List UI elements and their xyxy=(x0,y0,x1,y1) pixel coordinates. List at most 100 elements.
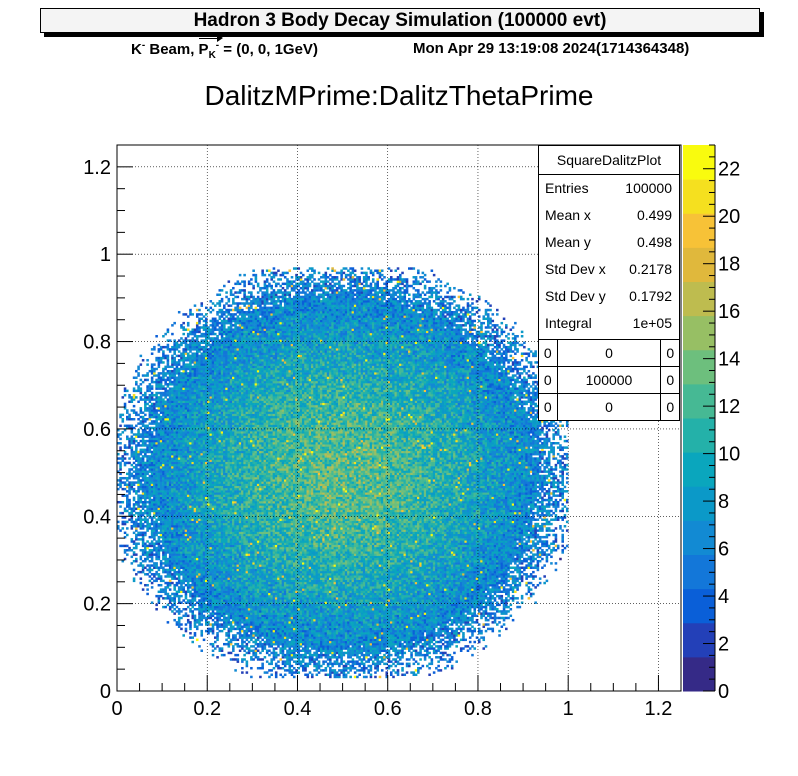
heatmap-cell xyxy=(207,335,210,337)
heatmap-cell xyxy=(171,381,174,383)
heatmap-cell xyxy=(223,352,226,354)
heatmap-cell xyxy=(122,527,125,529)
heatmap-cell xyxy=(140,396,143,398)
heatmap-cell xyxy=(162,374,165,376)
heatmap-cell xyxy=(185,377,188,379)
heatmap-cell xyxy=(212,429,215,431)
heatmap-cell xyxy=(158,494,161,496)
heatmap-cell xyxy=(131,556,134,558)
heatmap-cell xyxy=(131,527,134,529)
heatmap-cell xyxy=(203,510,206,512)
heatmap-cell xyxy=(160,377,163,379)
heatmap-cell xyxy=(187,322,190,324)
heatmap-cell xyxy=(212,377,215,379)
heatmap-cell xyxy=(219,617,222,619)
heatmap-cell xyxy=(164,422,167,424)
heatmap-cell xyxy=(187,580,190,582)
heatmap-cell xyxy=(124,446,127,448)
heatmap-cell xyxy=(212,632,215,634)
heatmap-cell xyxy=(149,418,152,420)
heatmap-cell xyxy=(173,405,176,407)
heatmap-cell xyxy=(221,593,224,595)
heatmap-cell xyxy=(207,435,210,437)
heatmap-cell xyxy=(162,479,165,481)
heatmap-cell xyxy=(216,470,219,472)
heatmap-cell xyxy=(223,361,226,363)
heatmap-cell xyxy=(144,444,147,446)
heatmap-cell xyxy=(189,363,192,365)
heatmap-cell xyxy=(216,571,219,573)
heatmap-cell xyxy=(169,553,172,555)
heatmap-cell xyxy=(162,529,165,531)
heatmap-cell xyxy=(210,562,213,564)
heatmap-cell xyxy=(158,575,161,577)
heatmap-cell xyxy=(182,477,185,479)
heatmap-cell xyxy=(182,355,185,357)
heatmap-cell xyxy=(221,333,224,335)
heatmap-cell xyxy=(194,586,197,588)
heatmap-cell xyxy=(196,593,199,595)
heatmap-cell xyxy=(142,359,145,361)
heatmap-cell xyxy=(198,486,201,488)
heatmap-cell xyxy=(173,562,176,564)
heatmap-cell xyxy=(207,604,210,606)
heatmap-cell xyxy=(182,494,185,496)
heatmap-cell xyxy=(171,431,174,433)
heatmap-cell xyxy=(214,584,217,586)
heatmap-cell xyxy=(173,542,176,544)
heatmap-cell xyxy=(203,414,206,416)
heatmap-cell xyxy=(214,508,217,510)
heatmap-cell xyxy=(207,558,210,560)
heatmap-cell xyxy=(191,551,194,553)
heatmap-cell xyxy=(158,455,161,457)
heatmap-cell xyxy=(173,560,176,562)
heatmap-cell xyxy=(167,488,170,490)
heatmap-cell xyxy=(216,606,219,608)
heatmap-cell xyxy=(162,553,165,555)
heatmap-cell xyxy=(228,516,231,518)
heatmap-cell xyxy=(178,492,181,494)
heatmap-cell xyxy=(158,372,161,374)
heatmap-cell xyxy=(182,377,185,379)
heatmap-cell xyxy=(203,435,206,437)
heatmap-cell xyxy=(167,475,170,477)
heatmap-cell xyxy=(219,575,222,577)
heatmap-cell xyxy=(185,449,188,451)
heatmap-cell xyxy=(198,414,201,416)
heatmap-cell xyxy=(203,586,206,588)
heatmap-cell xyxy=(151,444,154,446)
heatmap-cell xyxy=(191,562,194,564)
heatmap-cell xyxy=(194,597,197,599)
heatmap-cell xyxy=(203,564,206,566)
heatmap-cell xyxy=(189,346,192,348)
heatmap-cell xyxy=(200,523,203,525)
heatmap-cell xyxy=(212,470,215,472)
heatmap-cell xyxy=(171,355,174,357)
heatmap-cell xyxy=(164,453,167,455)
heatmap-cell xyxy=(167,411,170,413)
heatmap-cell xyxy=(210,497,213,499)
heatmap-cell xyxy=(182,457,185,459)
heatmap-cell xyxy=(153,534,156,536)
heatmap-cell xyxy=(160,372,163,374)
heatmap-cell xyxy=(178,532,181,534)
heatmap-cell xyxy=(221,545,224,547)
heatmap-cell xyxy=(189,484,192,486)
heatmap-cell xyxy=(203,422,206,424)
heatmap-cell xyxy=(200,532,203,534)
heatmap-cell xyxy=(142,442,145,444)
heatmap-cell xyxy=(178,621,181,623)
heatmap-cell xyxy=(144,512,147,514)
heatmap-cell xyxy=(155,503,158,505)
heatmap-cell xyxy=(200,455,203,457)
heatmap-cell xyxy=(216,477,219,479)
heatmap-cell xyxy=(140,468,143,470)
heatmap-cell xyxy=(225,545,228,547)
heatmap-cell xyxy=(189,538,192,540)
heatmap-cell xyxy=(196,621,199,623)
heatmap-cell xyxy=(137,464,140,466)
heatmap-cell xyxy=(169,468,172,470)
heatmap-cell xyxy=(194,440,197,442)
heatmap-cell xyxy=(189,422,192,424)
heatmap-cell xyxy=(225,527,228,529)
